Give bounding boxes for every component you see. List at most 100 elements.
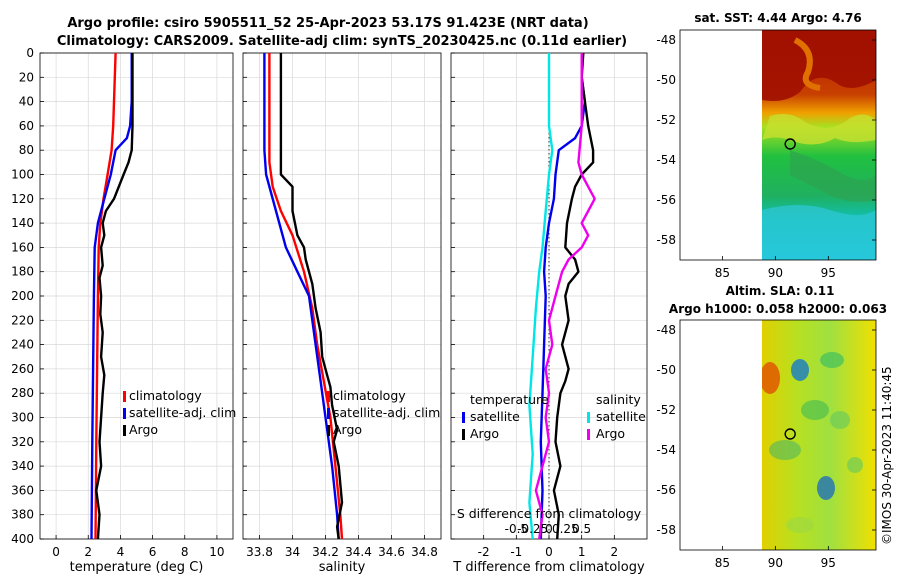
x-tick-label: 10 — [209, 545, 224, 559]
x-axis-label: T difference from climatology — [452, 560, 645, 575]
map-y-tick-label: -54 — [656, 443, 676, 457]
sst-map-title: sat. SST: 4.44 Argo: 4.76 — [694, 11, 861, 25]
x-tick-label: -1 — [510, 545, 522, 559]
sla-map-frame — [679, 319, 877, 551]
map-x-tick-label: 85 — [715, 266, 730, 280]
sla-map-axes: 85 90 95 -48 -50 -52 -54 -56 -58 — [656, 323, 876, 570]
x-tick-label: 0 — [545, 545, 553, 559]
y-tick-label: 320 — [11, 435, 34, 449]
x-axis-label: temperature (deg C) — [70, 560, 204, 575]
sst-map-axes: 85 90 95 -48 -50 -52 -54 -56 -58 — [656, 33, 876, 280]
sst-argo-location-marker — [784, 138, 796, 150]
y-tick-label: 100 — [11, 168, 34, 182]
sla-map-title-line2: Argo h1000: 0.058 h2000: 0.063 — [669, 302, 887, 316]
legend-swatch — [123, 408, 126, 419]
y-tick-label: 40 — [19, 95, 34, 109]
sla-argo-location-marker — [784, 428, 796, 440]
s-axis-label: S difference from climatology — [457, 506, 642, 521]
map-y-tick-label: -50 — [656, 73, 676, 87]
series-line-s-argo — [534, 53, 596, 540]
y-tick-label: 220 — [11, 313, 34, 327]
legend-swatch — [462, 412, 465, 423]
y-tick-label: 200 — [11, 289, 34, 303]
series-line-satellite-adj-clim — [90, 53, 133, 540]
x-tick-label: 1 — [578, 545, 586, 559]
x-tick-label: 4 — [117, 545, 125, 559]
map-y-tick-label: -50 — [656, 363, 676, 377]
legend-label: satellite — [470, 409, 520, 424]
legend-swatch — [587, 429, 590, 440]
sla-map-panel: Altim. SLA: 0.11 Argo h1000: 0.058 h2000… — [656, 284, 887, 570]
map-x-tick-label: 85 — [715, 556, 730, 570]
legend-label: climatology — [129, 388, 202, 403]
x-tick-label: -2 — [478, 545, 490, 559]
sla-heatmap — [762, 320, 876, 550]
map-y-tick-label: -54 — [656, 153, 676, 167]
x-tick-label: 34.8 — [411, 545, 438, 559]
legend-swatch — [327, 425, 330, 436]
legend-swatch — [587, 412, 590, 423]
x-tick-label: 34.2 — [312, 545, 339, 559]
legend-label: satellite-adj. clim — [129, 405, 236, 420]
sst-heatmap — [762, 30, 876, 260]
legend-swatch — [327, 391, 330, 402]
difference-panel: -2 -1 0 1 2T difference from climatology temp… — [450, 52, 648, 575]
series-line-argo — [95, 53, 134, 540]
x-tick-label: 8 — [181, 545, 189, 559]
x-tick-label: 34 — [285, 545, 300, 559]
y-tick-label: 300 — [11, 411, 34, 425]
y-tick-label: 120 — [11, 192, 34, 206]
x-tick-label: 0 — [52, 545, 60, 559]
y-tick-label: 380 — [11, 508, 34, 522]
figure-title-line2: Climatology: CARS2009. Satellite-adj cli… — [57, 34, 627, 49]
x-tick-label: 33.8 — [246, 545, 273, 559]
map-x-tick-label: 90 — [768, 556, 783, 570]
legend-label: Argo — [596, 426, 625, 441]
legend-label: Argo — [333, 422, 362, 437]
sst-map-panel: sat. SST: 4.44 Argo: 4.76 85 90 95 -48 -50 -5… — [656, 11, 877, 280]
x-tick-label: 6 — [149, 545, 157, 559]
legend-swatch — [327, 408, 330, 419]
legend-swatch — [462, 429, 465, 440]
y-tick-label: 260 — [11, 362, 34, 376]
legend-swatch — [123, 425, 126, 436]
map-y-tick-label: -52 — [656, 403, 676, 417]
legend-label: Argo — [129, 422, 158, 437]
figure-title-line1: Argo profile: csiro 5905511_52 25-Apr-20… — [67, 16, 588, 31]
map-x-tick-label: 95 — [821, 556, 836, 570]
map-y-tick-label: -52 — [656, 113, 676, 127]
series-line-s-satellite — [528, 53, 554, 540]
map-y-tick-label: -48 — [656, 323, 676, 337]
series-line-t-argo — [552, 52, 595, 540]
y-tick-label: 140 — [11, 216, 34, 230]
y-tick-label: 60 — [19, 119, 34, 133]
legend-label: satellite — [596, 409, 646, 424]
series-line-satellite-adj-clim — [263, 53, 340, 540]
s-tick-label: 0.25 — [552, 522, 579, 536]
y-tick-label: 400 — [11, 532, 34, 546]
s-tick-label: 0 — [545, 522, 553, 536]
x-tick-label: 2 — [84, 545, 92, 559]
legend-t-title: temperature — [470, 392, 549, 407]
legend-label: Argo — [470, 426, 499, 441]
y-tick-label: 280 — [11, 386, 34, 400]
y-tick-label: 0 — [26, 46, 34, 60]
y-tick-label: 240 — [11, 338, 34, 352]
x-tick-label: 34.6 — [378, 545, 405, 559]
x-tick-label: 2 — [611, 545, 619, 559]
map-y-tick-label: -56 — [656, 193, 676, 207]
legend-s-title: salinity — [596, 392, 641, 407]
s-tick-label: 0.5 — [572, 522, 591, 536]
series-line-argo — [279, 53, 344, 540]
y-tick-label: 180 — [11, 265, 34, 279]
sst-map-frame — [679, 29, 877, 261]
map-y-tick-label: -48 — [656, 33, 676, 47]
imos-timestamp-watermark: ©IMOS 30-Apr-2023 11:40:45 — [880, 366, 894, 545]
legend-label: satellite-adj. clim — [333, 405, 440, 420]
legend-swatch — [123, 391, 126, 402]
sla-map-title-line1: Altim. SLA: 0.11 — [726, 284, 835, 298]
s-tick-label: -0.5 — [505, 522, 528, 536]
legend-label: climatology — [333, 388, 406, 403]
y-tick-label: 160 — [11, 240, 34, 254]
